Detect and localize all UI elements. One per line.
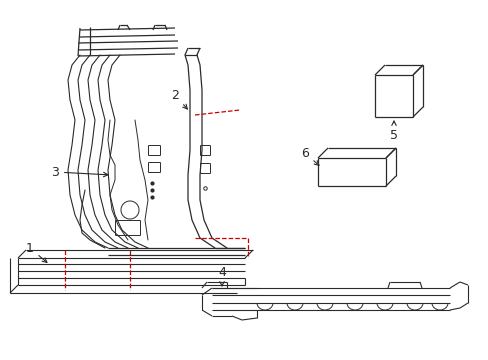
Text: 5: 5	[389, 121, 397, 141]
Text: 1: 1	[26, 242, 47, 262]
Text: 2: 2	[171, 89, 187, 109]
Text: 4: 4	[218, 266, 225, 286]
Text: 6: 6	[301, 147, 318, 165]
Text: 3: 3	[51, 166, 108, 179]
